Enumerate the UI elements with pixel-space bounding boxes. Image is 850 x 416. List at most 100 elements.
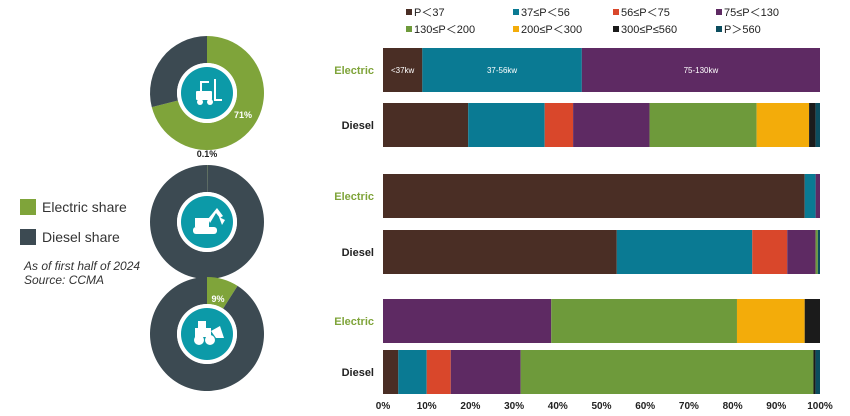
donut-value-label: 0.1% xyxy=(197,149,218,159)
category-label: Electric xyxy=(334,65,374,77)
legend-swatch xyxy=(513,9,519,15)
legend-label: 56≤P＜75 xyxy=(621,7,670,19)
forklift-mast xyxy=(214,79,216,101)
x-axis: 0% 10% 20% 30% 40% 50% 60% 70% 80% 90% 100% xyxy=(376,401,833,412)
x-tick-label: 20% xyxy=(460,401,480,412)
legend-label: P＞560 xyxy=(724,24,761,36)
bar-segment xyxy=(815,350,820,394)
legend-label: 75≤P＜130 xyxy=(724,7,779,19)
bar-segment xyxy=(752,230,788,274)
legend-swatch xyxy=(613,26,619,32)
excavator-bucket xyxy=(219,217,225,225)
source-note: As of first half of 2024 Source: CCMA xyxy=(24,259,140,287)
stacked-bar-chart: Electric <37kw 37-56kw 75-130kw Diesel Electr… xyxy=(334,48,820,394)
wheel-loader-icon xyxy=(194,321,224,345)
donut-slice-diesel-share xyxy=(150,277,265,391)
diesel-share-swatch xyxy=(20,229,36,245)
donut-charts: 71% 0.1% 9% xyxy=(149,36,265,391)
legend-swatch xyxy=(406,9,412,15)
x-tick-label: 0% xyxy=(376,401,391,412)
bar-segment xyxy=(815,103,820,147)
bar-segment xyxy=(581,48,820,92)
excavator-arm xyxy=(208,208,223,223)
legend-item: 300≤P≤560 xyxy=(613,24,677,36)
legend-item: P＜37 xyxy=(406,7,445,19)
legend-swatch xyxy=(406,26,412,32)
bar-segment xyxy=(787,230,816,274)
segment-label: <37kw xyxy=(391,66,415,75)
legend-label: 37≤P＜56 xyxy=(521,7,570,19)
forklift-body xyxy=(196,91,212,100)
x-tick-label: 50% xyxy=(591,401,611,412)
bar-row-wheel-loader-diesel: Diesel xyxy=(342,350,820,394)
forklift-fork xyxy=(216,99,222,101)
segment-label: 37-56kw xyxy=(487,66,517,75)
forklift-roof xyxy=(200,81,209,83)
legend-swatch xyxy=(513,26,519,32)
share-legend: Electric share Diesel share xyxy=(20,192,210,252)
excavator-track xyxy=(193,227,217,234)
category-label: Electric xyxy=(334,316,374,328)
category-label: Electric xyxy=(334,191,374,203)
donut-slice-electric-share xyxy=(151,36,264,150)
forklift-cab-post xyxy=(200,81,202,91)
legend-swatch xyxy=(716,26,722,32)
legend-label: 300≤P≤560 xyxy=(621,24,677,36)
x-tick-label: 100% xyxy=(807,401,833,412)
loader-bucket xyxy=(211,326,224,338)
note-date: As of first half of 2024 xyxy=(24,259,141,273)
bar-segment xyxy=(573,103,650,147)
loader-wheel-rear xyxy=(194,335,204,345)
bar-segment xyxy=(551,299,737,343)
legend-item: 75≤P＜130 xyxy=(716,7,779,19)
legend-label: 200≤P＜300 xyxy=(521,24,582,36)
donut-chart-wheel-loader: 9% xyxy=(150,277,265,391)
x-tick-label: 60% xyxy=(635,401,655,412)
bar-segment xyxy=(736,299,805,343)
legend-item-electric-share: Electric share xyxy=(20,192,210,222)
legend-item: 56≤P＜75 xyxy=(613,7,670,19)
x-tick-label: 70% xyxy=(679,401,699,412)
donut-slice-diesel-share xyxy=(150,36,207,108)
bar-segment xyxy=(450,350,521,394)
bar-segment xyxy=(809,103,816,147)
loader-cab xyxy=(198,321,206,328)
forklift-wheel-front xyxy=(207,99,213,105)
segment-label: 75-130kw xyxy=(684,66,719,75)
donut-chart-forklift: 71% xyxy=(150,36,264,150)
donut-value-label: 71% xyxy=(234,110,252,120)
category-label: Diesel xyxy=(342,120,374,132)
x-tick-label: 80% xyxy=(723,401,743,412)
donut-slice-electric-share xyxy=(207,277,238,309)
bar-segment xyxy=(804,174,816,218)
bar-segment xyxy=(544,103,574,147)
bar-segment xyxy=(804,299,820,343)
bar-row-forklift-diesel: Diesel xyxy=(342,103,820,147)
x-tick-label: 90% xyxy=(766,401,786,412)
bar-segment xyxy=(398,350,427,394)
bar-row-forklift-electric: Electric <37kw 37-56kw 75-130kw xyxy=(334,48,820,92)
legend-item: 130≤P＜200 xyxy=(406,24,475,36)
bar-segment xyxy=(813,350,816,394)
bar-segment xyxy=(817,230,820,274)
legend-label: P＜37 xyxy=(414,7,445,19)
legend-swatch xyxy=(613,9,619,15)
bar-segment xyxy=(383,48,423,92)
bar-segment xyxy=(815,230,818,274)
donut-value-label: 9% xyxy=(211,294,224,304)
bar-segment xyxy=(649,103,757,147)
legend-item: 37≤P＜56 xyxy=(513,7,570,19)
bar-row-excavator-diesel: Diesel xyxy=(342,230,820,274)
loader-body xyxy=(195,328,211,337)
bar-segment xyxy=(383,103,469,147)
bar-row-wheel-loader-electric: Electric xyxy=(334,299,820,343)
electric-share-label: Electric share xyxy=(42,199,127,215)
bar-segment xyxy=(426,350,451,394)
bar-segment xyxy=(383,174,805,218)
donut-slice-diesel-share xyxy=(149,165,264,279)
bar-segment xyxy=(520,350,814,394)
legend-item: 200≤P＜300 xyxy=(513,24,582,36)
x-tick-label: 10% xyxy=(417,401,437,412)
forklift-wheel-rear xyxy=(197,99,203,105)
